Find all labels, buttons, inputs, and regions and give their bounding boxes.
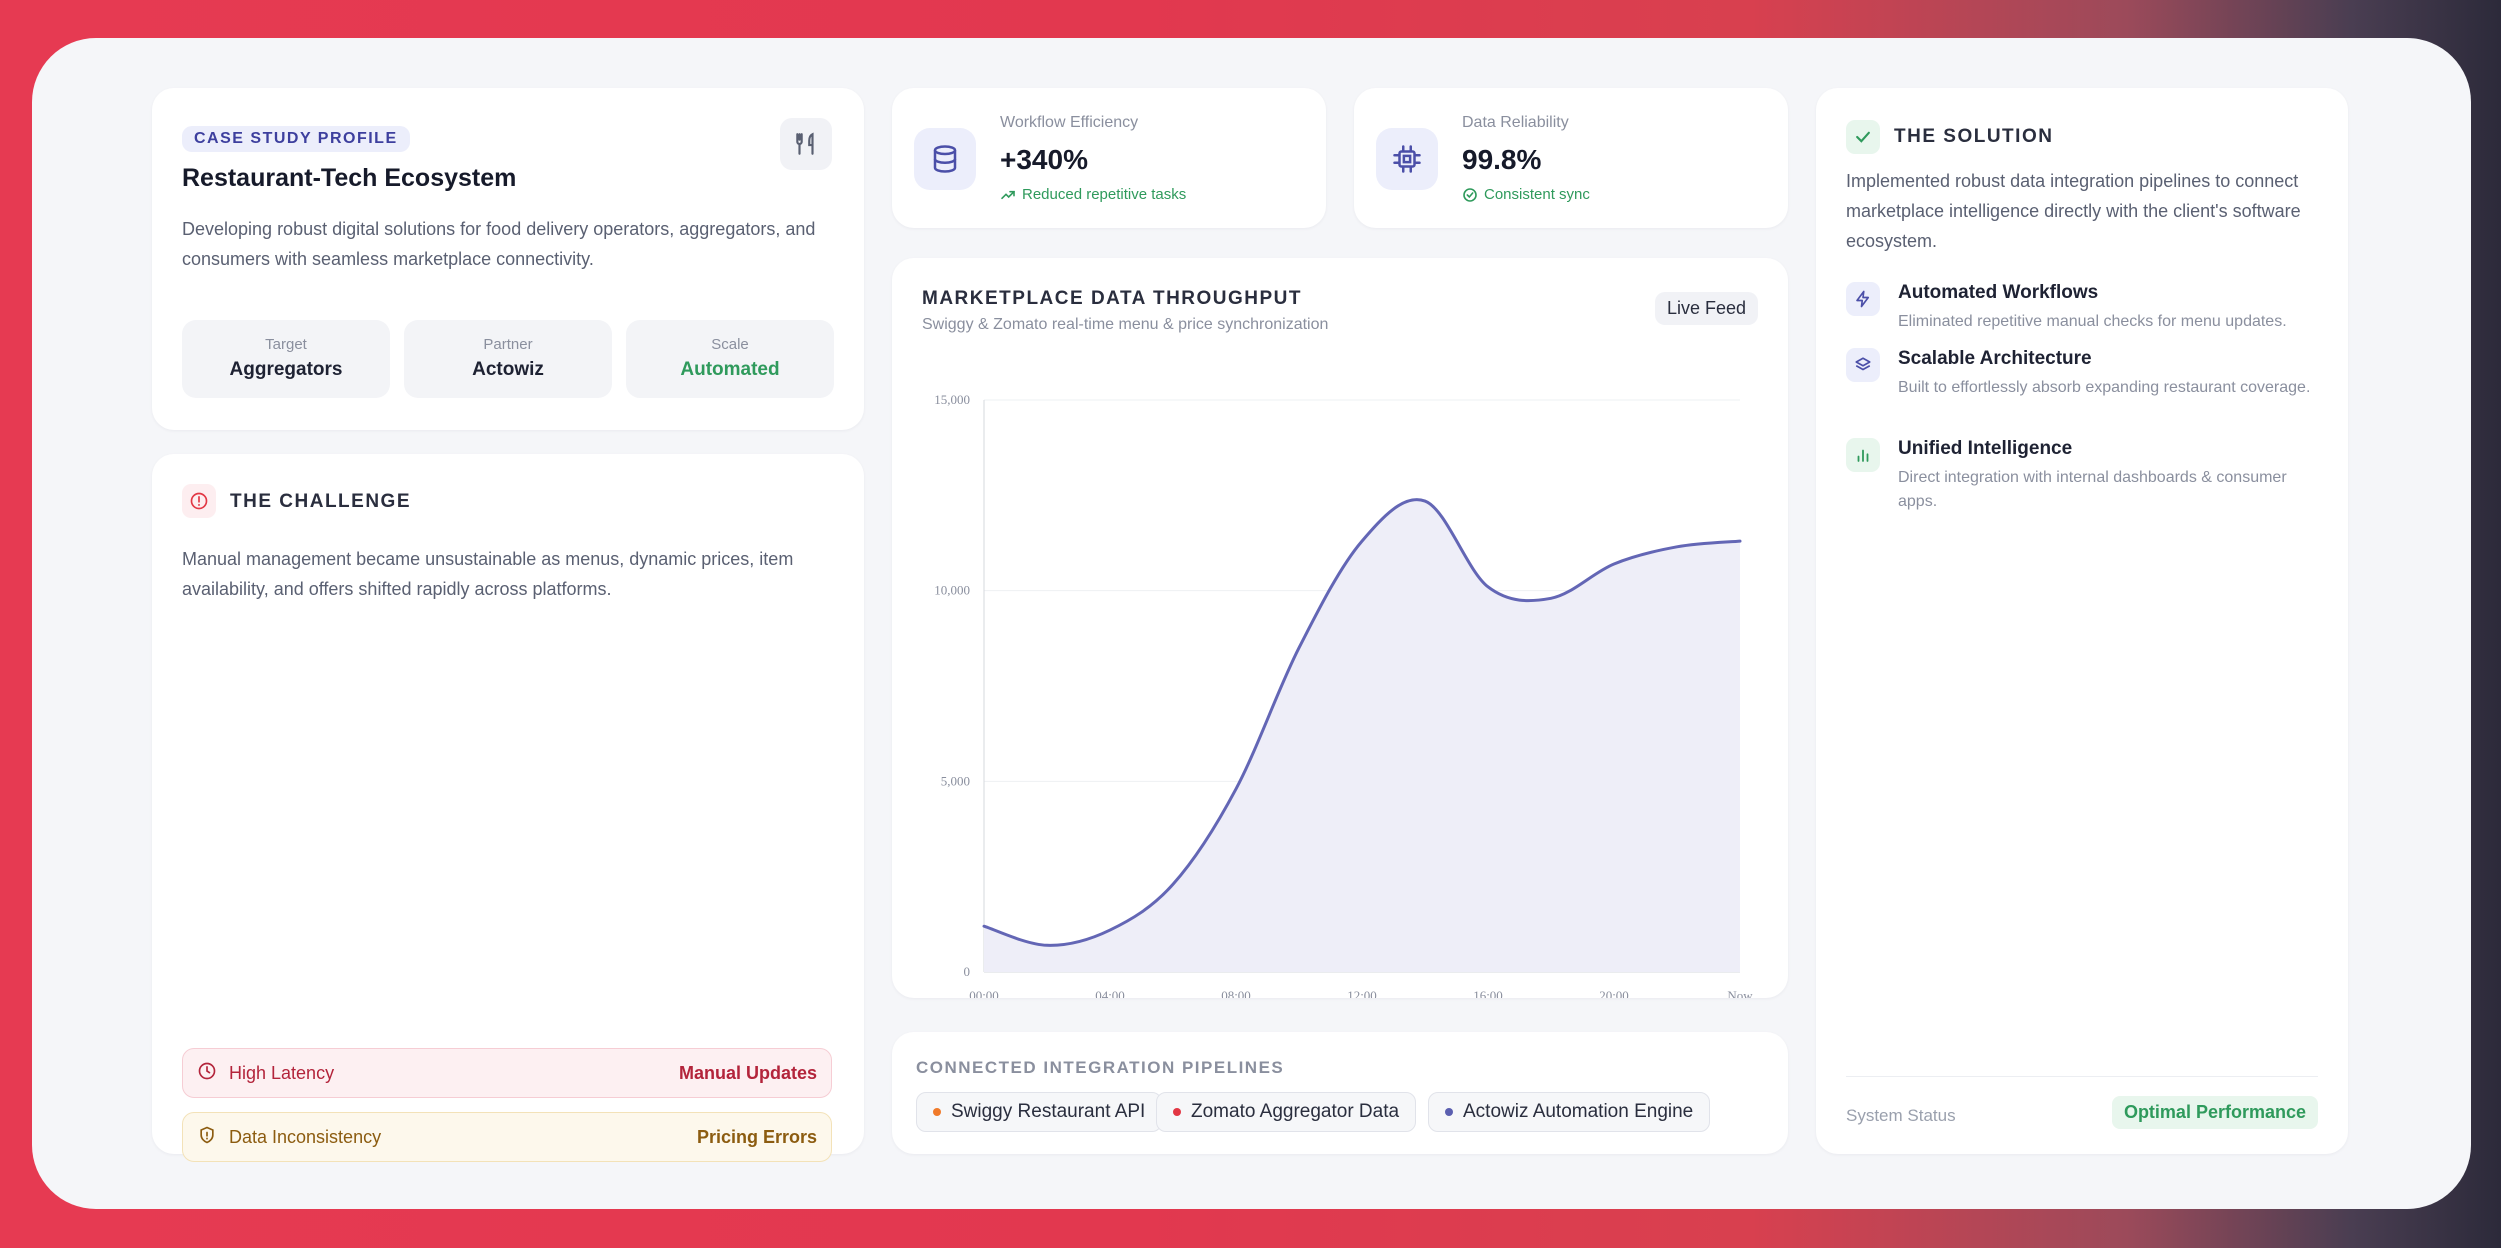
pipeline-label: Actowiz Automation Engine <box>1463 1101 1694 1122</box>
utensils-icon[interactable] <box>780 118 832 170</box>
alert-circle-icon <box>182 484 216 518</box>
zap-icon <box>1846 282 1880 316</box>
metric-sub: Consistent sync <box>1462 186 1590 203</box>
status-dot <box>1173 1108 1181 1116</box>
y-tick-label: 15,000 <box>934 392 970 407</box>
pipeline-label: Zomato Aggregator Data <box>1191 1101 1400 1122</box>
check-icon <box>1846 120 1880 154</box>
system-status-label: System Status <box>1846 1106 1956 1125</box>
challenge-text: Manual management became unsustainable a… <box>182 549 794 599</box>
solution-card: THE SOLUTION Implemented robust data int… <box>1816 88 2348 1154</box>
stat-label: Target <box>265 336 307 353</box>
metric-label: Workflow Efficiency <box>1000 114 1139 131</box>
metric-sub-text: Reduced repetitive tasks <box>1022 186 1187 203</box>
divider <box>1846 1076 2318 1077</box>
challenge-heading: THE CHALLENGE <box>230 491 411 512</box>
stat-value: Automated <box>680 359 780 380</box>
alert-value: Pricing Errors <box>696 1126 817 1147</box>
check-circle-icon <box>1463 187 1477 202</box>
pipelines-card: CONNECTED INTEGRATION PIPELINES Swiggy R… <box>892 1032 1788 1154</box>
metric-data-reliability: Data Reliability 99.8% Consistent sync <box>1354 88 1788 228</box>
y-tick-label: 0 <box>964 964 971 979</box>
database-icon <box>914 128 976 190</box>
x-tick-label: 00:00 <box>969 988 999 998</box>
metric-label: Data Reliability <box>1462 114 1569 131</box>
x-tick-label: 04:00 <box>1095 988 1125 998</box>
pipelines-heading: CONNECTED INTEGRATION PIPELINES <box>916 1058 1285 1077</box>
alert-label: Data Inconsistency <box>229 1126 382 1147</box>
series-line <box>982 498 1742 947</box>
status-dot <box>933 1108 941 1116</box>
layers-icon <box>1846 348 1880 382</box>
metric-value: +340% <box>1000 144 1088 175</box>
bar-chart-icon <box>1846 438 1880 472</box>
y-tick-label: 5,000 <box>941 773 970 788</box>
x-tick-label: Now <box>1727 988 1753 998</box>
pipeline-label: Swiggy Restaurant API <box>951 1101 1146 1122</box>
stat-label: Scale <box>711 336 749 353</box>
solution-item-desc: Eliminated repetitive manual checks for … <box>1898 313 2287 330</box>
stat-label: Partner <box>483 336 533 353</box>
live-feed-badge[interactable]: Live Feed <box>1654 292 1758 325</box>
metric-value: 99.8% <box>1462 144 1542 175</box>
stat-target: Target Aggregators <box>182 320 390 398</box>
shield-alert-icon <box>197 1125 217 1150</box>
case-study-badge: CASE STUDY PROFILE <box>182 126 410 152</box>
alert-label: High Latency <box>229 1062 335 1083</box>
solution-item-title: Scalable Architecture <box>1898 348 2092 369</box>
solution-item-title: Unified Intelligence <box>1898 438 2073 459</box>
solution-text: Implemented robust data integration pipe… <box>1846 171 2301 251</box>
status-dot <box>1445 1108 1453 1116</box>
pipeline-chip-zomato[interactable]: Zomato Aggregator Data <box>1156 1092 1417 1132</box>
series-area <box>984 499 1740 972</box>
chart-subtitle: Swiggy & Zomato real-time menu & price s… <box>922 316 1329 333</box>
profile-card: CASE STUDY PROFILE Restaurant-Tech Ecosy… <box>152 88 864 430</box>
alert-value: Manual Updates <box>678 1062 817 1083</box>
metric-sub-text: Consistent sync <box>1484 186 1590 203</box>
chart-title: MARKETPLACE DATA THROUGHPUT <box>922 288 1303 309</box>
solution-item-title: Automated Workflows <box>1898 282 2099 303</box>
dashboard-frame: CASE STUDY PROFILE Restaurant-Tech Ecosy… <box>32 38 2471 1209</box>
system-status-badge: Optimal Performance <box>2111 1096 2318 1129</box>
throughput-chart: 0 5,000 10,000 15,000 00:00 04:00 08:00 12:00 16… <box>934 392 1753 998</box>
pipeline-chip-actowiz[interactable]: Actowiz Automation Engine <box>1428 1092 1711 1132</box>
x-tick-label: 20:00 <box>1599 988 1629 998</box>
x-tick-label: 12:00 <box>1347 988 1377 998</box>
alert-high-latency: High Latency Manual Updates <box>182 1048 832 1098</box>
x-tick-label: 08:00 <box>1221 988 1251 998</box>
throughput-chart-card: MARKETPLACE DATA THROUGHPUT Swiggy & Zom… <box>892 258 1788 998</box>
metric-workflow-efficiency: Workflow Efficiency +340% Reduced repeti… <box>892 88 1326 228</box>
pipeline-chip-swiggy[interactable]: Swiggy Restaurant API <box>916 1092 1163 1132</box>
challenge-card: THE CHALLENGE Manual management became u… <box>152 454 864 1162</box>
solution-item-desc: Built to effortlessly absorb expanding r… <box>1898 379 2311 396</box>
solution-heading: THE SOLUTION <box>1894 126 2054 147</box>
metric-sub: Reduced repetitive tasks <box>1000 186 1186 203</box>
stat-value: Actowiz <box>472 359 544 380</box>
alert-data-inconsistency: Data Inconsistency Pricing Errors <box>182 1112 832 1162</box>
profile-title: Restaurant-Tech Ecosystem <box>182 164 517 192</box>
trending-up-icon <box>1001 190 1015 199</box>
x-tick-label: 16:00 <box>1473 988 1503 998</box>
y-tick-label: 10,000 <box>934 583 970 598</box>
solution-item-desc: Direct integration with internal dashboa… <box>1898 469 2287 510</box>
profile-description: Developing robust digital solutions for … <box>182 219 816 269</box>
stat-partner: Partner Actowiz <box>404 320 612 398</box>
clock-icon <box>197 1061 217 1086</box>
stat-scale: Scale Automated <box>626 320 834 398</box>
stat-value: Aggregators <box>229 359 343 380</box>
cpu-icon <box>1376 128 1438 190</box>
